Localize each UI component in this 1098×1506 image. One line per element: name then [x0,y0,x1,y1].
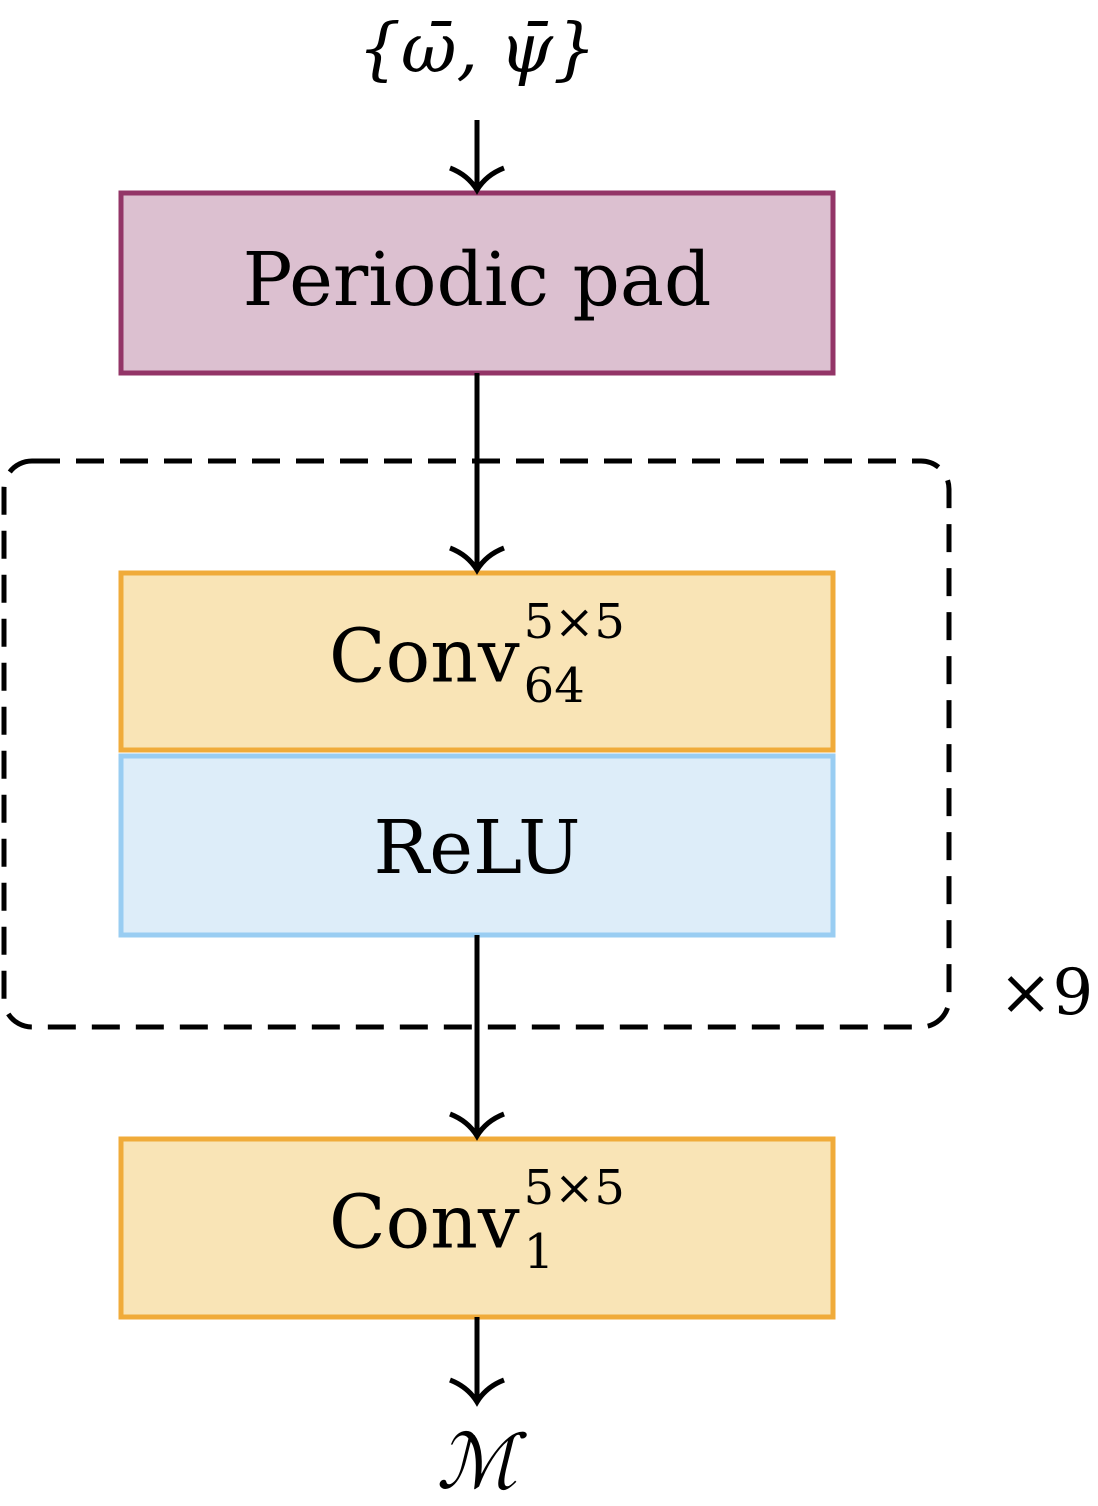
input-label: {ω̄, ψ̄} [357,10,597,89]
relu-label: ReLU [373,805,581,891]
arrowhead-pad-to-conv64 [449,545,505,575]
conv64-label: Conv 5×5 64 [329,598,625,710]
repeat-label: ×9 [998,956,1094,1030]
conv64-kernel-size: 5×5 [523,594,625,650]
arrowhead-conv1-to-output [449,1377,505,1407]
conv1-label: Conv 5×5 1 [329,1164,625,1276]
conv1-kernel-size: 5×5 [523,1160,625,1216]
conv1-indices: 5×5 1 [524,1164,625,1276]
conv64-block [118,570,836,753]
conv1-name: Conv [329,1179,520,1266]
arrowhead-relu-to-conv1 [449,1111,505,1141]
conv64-indices: 5×5 64 [524,598,625,710]
arrowhead-input-to-pad [449,165,505,195]
conv1-channels: 1 [523,1224,555,1280]
relu-block [118,753,836,938]
output-label: ℳ [436,1417,518,1506]
conv64-channels: 64 [523,658,585,714]
conv64-name: Conv [329,613,520,700]
periodic-pad-label: Periodic pad [242,237,712,323]
